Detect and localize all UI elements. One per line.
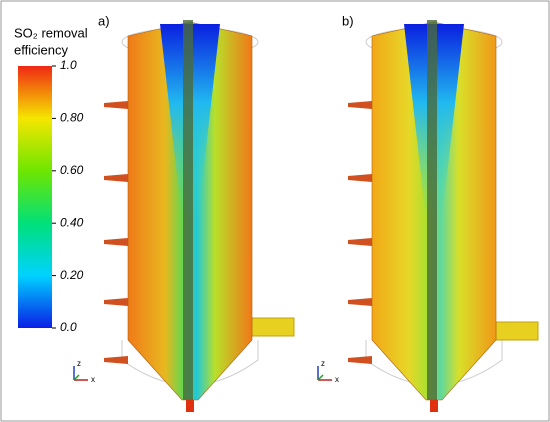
nozzle [348, 101, 372, 109]
nozzle [104, 174, 128, 182]
nozzle [104, 298, 128, 306]
inlet-pipe [430, 400, 438, 412]
nozzle [348, 298, 372, 306]
outlet-pipe [251, 317, 295, 337]
panel-label: a) [98, 13, 110, 28]
colorbar-title: efficiency [14, 42, 68, 57]
reactors [73, 20, 539, 412]
axis-label: z [77, 359, 81, 368]
axis-label: x [91, 375, 95, 384]
axis-label: z [321, 359, 325, 368]
colorbar-tick-label: 0.0 [60, 320, 77, 334]
axis-y [317, 374, 324, 381]
nozzle [104, 356, 128, 364]
nozzle [348, 238, 372, 246]
panel-label: b) [342, 13, 354, 28]
axis-label: x [335, 375, 339, 384]
colorbar-tick-label: 0.40 [60, 215, 84, 229]
colorbar-tick-label: 0.80 [60, 111, 84, 125]
inlet-pipe [186, 400, 194, 412]
outlet-pipe [495, 321, 539, 341]
colorbar [18, 66, 52, 328]
nozzle [348, 356, 372, 364]
colorbar-title: SO₂ removal [14, 25, 88, 40]
colorbar-tick-label: 0.20 [60, 268, 84, 282]
colorbar-tick-label: 0.60 [60, 163, 84, 177]
axis-y [73, 374, 80, 381]
nozzle [104, 238, 128, 246]
baffle [183, 20, 193, 400]
nozzle [348, 174, 372, 182]
baffle [427, 20, 437, 400]
colorbar-tick-label: 1.0 [60, 58, 77, 72]
nozzle [104, 101, 128, 109]
